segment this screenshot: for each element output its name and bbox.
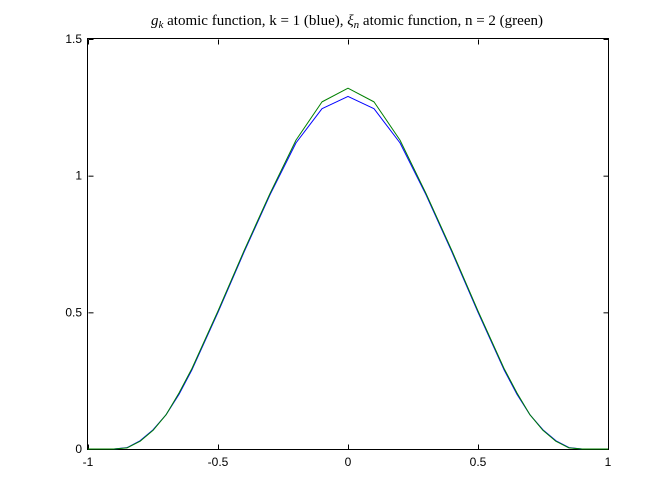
x-axis-ticks: -1 -0.5 0 0.5 1	[83, 39, 612, 469]
series-layer	[88, 87, 608, 450]
x-tick-label: 1	[605, 455, 612, 469]
series-line-green	[88, 87, 608, 450]
chart-title: gk atomic function, k = 1 (blue), ξn ato…	[151, 13, 543, 31]
chart-title-part: g	[151, 13, 159, 29]
chart-title-part: ξ	[347, 13, 354, 29]
chart-title-part: atomic function, n = 2 (green)	[359, 13, 543, 29]
x-tick-label: -0.5	[208, 455, 229, 469]
chart-title-part: n	[354, 19, 360, 31]
y-tick-label: 0.5	[65, 305, 82, 319]
chart-title-part: k	[159, 19, 165, 31]
x-tick-label: -1	[83, 455, 94, 469]
y-tick-label: 1	[75, 169, 82, 183]
x-tick-label: 0	[345, 455, 352, 469]
y-tick-label: 1.5	[65, 32, 82, 46]
y-tick-label: 0	[75, 442, 82, 456]
chart-title-part: atomic function, k = 1 (blue),	[163, 13, 347, 29]
y-axis-ticks: 0 0.5 1 1.5	[65, 32, 609, 456]
x-tick-label: 0.5	[470, 455, 487, 469]
